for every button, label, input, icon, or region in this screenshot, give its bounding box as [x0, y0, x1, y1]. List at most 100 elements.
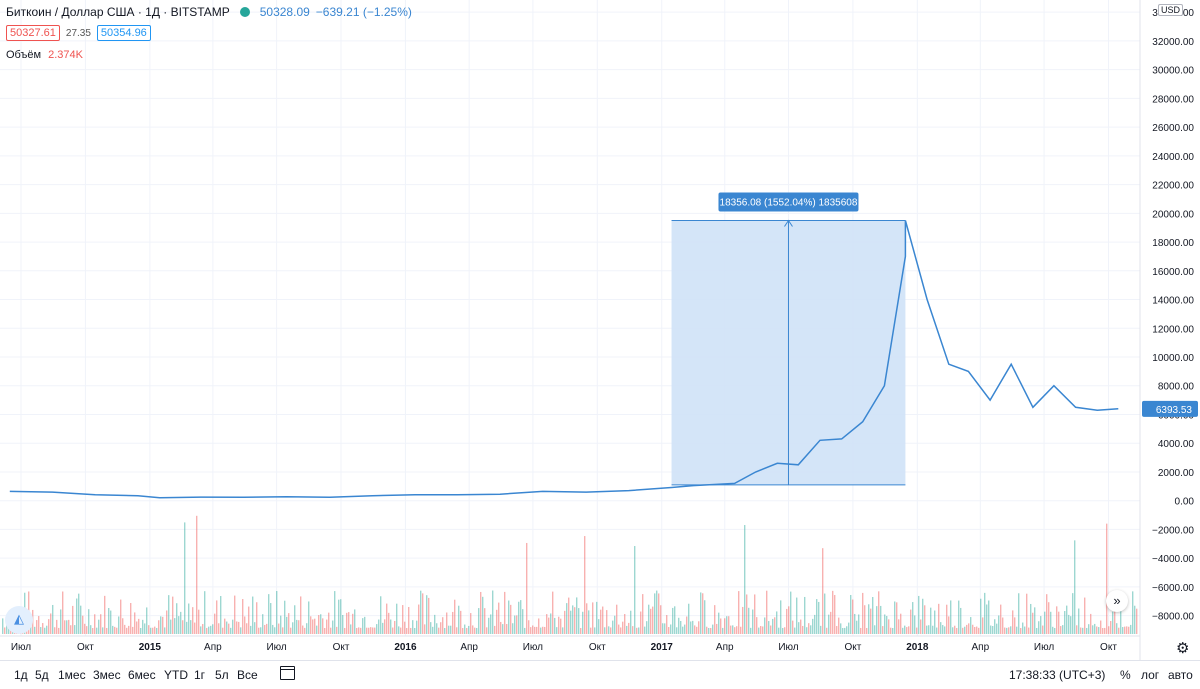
x-axis[interactable]: Июл Окт 2015 Апр Июл Окт 2016 Апр Июл Окт 2017 Апр И… — [0, 635, 1140, 653]
volume-bar — [46, 625, 48, 634]
volume-bar — [432, 626, 434, 634]
volume-bar — [1082, 627, 1084, 634]
volume-bar — [718, 612, 720, 634]
volume-bar — [232, 619, 234, 634]
y-tick-label: 2000.00 — [1158, 468, 1195, 479]
volume-bar — [1106, 523, 1108, 634]
volume-bar — [282, 627, 284, 634]
price-line — [9, 220, 1119, 499]
volume-bar — [248, 606, 250, 634]
volume-bar — [336, 626, 338, 634]
volume-bar — [1116, 623, 1118, 634]
tradingview-logo-icon[interactable]: ◭ — [5, 606, 33, 634]
volume-bar — [178, 616, 180, 634]
clock[interactable]: 17:38:33 (UTC+3) — [1009, 668, 1106, 682]
volume-bar — [948, 616, 950, 634]
current-price-badge: 6393.53 — [1142, 400, 1198, 417]
volume-bar — [464, 624, 466, 634]
x-tick-label: Окт — [589, 642, 606, 653]
volume-bar — [1134, 605, 1136, 634]
gear-icon[interactable]: ⚙ — [1176, 640, 1190, 657]
volume-bar — [890, 627, 892, 634]
volume-bar — [550, 613, 552, 634]
volume-bar — [34, 626, 36, 634]
timeframe-6m[interactable]: 6мес — [128, 668, 156, 682]
volume-bar — [568, 597, 570, 634]
x-tick-label: Июл — [1034, 642, 1054, 653]
volume-bar — [764, 617, 766, 634]
ask-price[interactable]: 50354.96 — [96, 25, 151, 41]
volume-bar — [1000, 604, 1002, 634]
percent-scale-button[interactable]: % — [1120, 668, 1131, 682]
volume-bar — [740, 626, 742, 634]
bid-price[interactable]: 50327.61 — [6, 25, 60, 41]
volume-bar — [272, 624, 274, 634]
volume-bar — [392, 627, 394, 634]
volume-bar — [1108, 626, 1110, 634]
volume-bar — [790, 591, 792, 634]
timeframe-1y[interactable]: 1г — [194, 668, 206, 682]
x-tick-label: 2018 — [906, 642, 929, 653]
volume-bar — [576, 597, 578, 634]
volume-bar — [1042, 625, 1044, 634]
volume-bar — [588, 610, 590, 634]
volume-bar — [838, 617, 840, 634]
volume-bar — [600, 609, 602, 634]
log-scale-button[interactable]: лог — [1141, 668, 1160, 682]
auto-scale-button[interactable]: авто — [1168, 668, 1193, 682]
timeframe-ytd[interactable]: YTD — [164, 668, 188, 682]
volume-bar — [792, 620, 794, 634]
volume-bar — [348, 612, 350, 634]
volume-bar — [732, 625, 734, 634]
volume-bar — [614, 615, 616, 634]
volume-bar — [426, 595, 428, 634]
volume-bar — [184, 522, 186, 634]
volume-bar — [1004, 627, 1006, 634]
volume-bar — [250, 625, 252, 634]
volume-bar — [854, 613, 856, 634]
volume-bar — [1084, 597, 1086, 634]
volume-bar — [874, 625, 876, 634]
volume-bar — [596, 601, 598, 634]
volume-bar — [888, 619, 890, 634]
volume-bar — [1122, 627, 1124, 634]
y-tick-label: 4000.00 — [1158, 439, 1195, 450]
volume-bar — [362, 618, 364, 634]
volume-bar — [192, 607, 194, 634]
timeframe-1d[interactable]: 1д — [14, 668, 28, 682]
symbol-title[interactable]: Биткоин / Доллар США · 1Д · BITSTAMP — [6, 5, 230, 19]
y-axis[interactable]: 34000.0032000.0030000.0028000.0026000.00… — [1139, 0, 1200, 660]
volume-bar — [608, 626, 610, 634]
volume-bar — [508, 600, 510, 634]
volume-bar — [1020, 627, 1022, 634]
volume-bar — [290, 627, 292, 634]
volume-bar — [586, 603, 588, 634]
volume-bar — [672, 607, 674, 634]
volume-bar — [262, 614, 264, 634]
volume-bar — [160, 616, 162, 634]
volume-bar — [968, 623, 970, 634]
volume-bar — [856, 620, 858, 634]
date-range-calendar-icon[interactable] — [280, 666, 295, 680]
currency-label[interactable]: USD — [1158, 4, 1184, 16]
volume-bar — [54, 627, 56, 634]
volume-bar — [468, 625, 470, 634]
volume-bar — [898, 619, 900, 634]
volume-bar — [690, 621, 692, 634]
volume-bar — [594, 627, 596, 634]
timeframe-1m[interactable]: 1мес — [58, 668, 86, 682]
volume-bar — [558, 616, 560, 634]
volume-bar — [656, 590, 658, 634]
timeframe-5d[interactable]: 5д — [35, 668, 49, 682]
timeframe-all[interactable]: Все — [237, 668, 258, 682]
volume-bar — [710, 627, 712, 634]
timeframe-5y[interactable]: 5л — [215, 668, 229, 682]
volume-bar — [84, 623, 86, 634]
measure-range[interactable]: 18356.08 (1552.04%) 1835608 — [671, 192, 906, 486]
timeframe-3m[interactable]: 3мес — [93, 668, 121, 682]
volume-bar — [1062, 625, 1064, 634]
scroll-to-realtime-button[interactable]: » — [1106, 590, 1128, 612]
volume-bar — [294, 605, 296, 634]
volume-bar — [278, 623, 280, 634]
